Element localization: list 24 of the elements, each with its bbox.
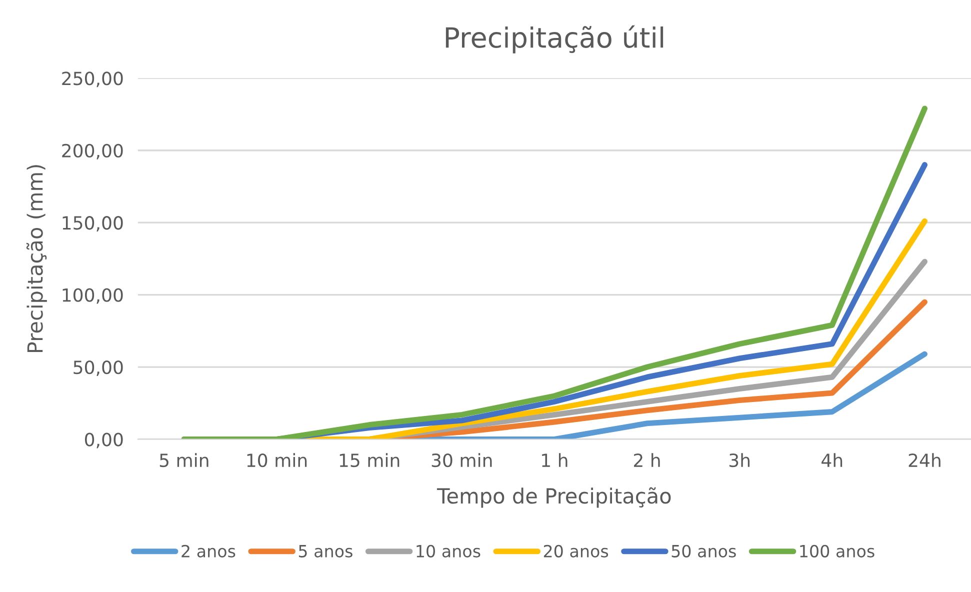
x-tick-label: 10 min	[247, 453, 307, 468]
x-tick-label: 24h	[908, 453, 940, 467]
chart-title: Precipitação útil	[446, 25, 664, 54]
x-tick-label: 15 min	[340, 453, 400, 468]
legend-label: 20 anos	[544, 544, 608, 558]
y-tick-label: 200,00	[62, 144, 123, 160]
y-tick-label: 0,00	[84, 432, 123, 448]
x-axis-title: Tempo de Precipitação	[436, 487, 671, 508]
x-tick-label: 5 min	[160, 453, 208, 468]
x-tick-label: 30 min	[432, 453, 492, 468]
legend-label: 2 anos	[182, 544, 236, 558]
x-tick-label: 3h	[729, 453, 750, 468]
legend-label: 10 anos	[416, 544, 480, 558]
y-axis-title: Precipitação (mm)	[26, 165, 47, 352]
x-tick-label: 4h	[822, 453, 842, 467]
legend-label: 100 anos	[800, 544, 874, 558]
y-tick-label: 250,00	[62, 72, 123, 88]
y-tick-label: 150,00	[62, 216, 123, 232]
legend-label: 5 anos	[298, 545, 352, 558]
y-tick-label: 100,00	[62, 288, 123, 304]
x-tick-label: 1 h	[542, 453, 568, 467]
y-tick-label: 50,00	[74, 360, 123, 376]
x-tick-label: 2 h	[634, 453, 660, 467]
legend-label: 50 anos	[672, 544, 736, 558]
